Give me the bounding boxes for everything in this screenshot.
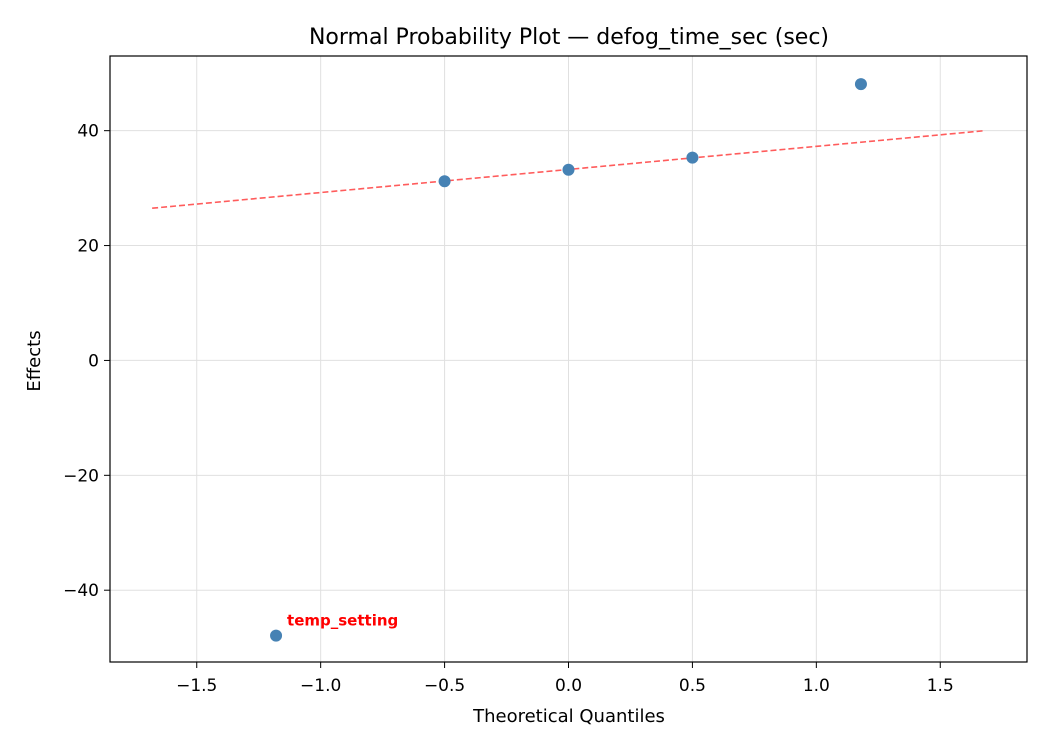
x-tick-label: 1.0 bbox=[803, 676, 830, 696]
annotations: temp_setting bbox=[287, 612, 398, 630]
x-tick-label: −0.5 bbox=[424, 676, 465, 696]
y-axis-label: Effects bbox=[24, 330, 45, 391]
data-point bbox=[854, 78, 867, 91]
x-axis-label: Theoretical Quantiles bbox=[472, 706, 665, 727]
x-tick-label: −1.5 bbox=[176, 676, 217, 696]
grid-lines bbox=[110, 56, 1027, 662]
x-axis-ticks: −1.5 −1.0 −0.5 0.0 0.5 1.0 1.5 bbox=[176, 662, 954, 696]
data-point bbox=[686, 151, 699, 164]
point-annotation: temp_setting bbox=[287, 612, 398, 630]
y-tick-label: 20 bbox=[77, 237, 99, 257]
y-tick-label: −20 bbox=[63, 466, 99, 486]
data-points bbox=[270, 78, 867, 642]
x-tick-label: −1.0 bbox=[300, 676, 341, 696]
y-tick-label: 40 bbox=[77, 122, 99, 142]
y-tick-label: 0 bbox=[88, 351, 99, 371]
x-tick-label: 1.5 bbox=[927, 676, 954, 696]
x-tick-label: 0.5 bbox=[679, 676, 706, 696]
y-tick-label: −40 bbox=[63, 581, 99, 601]
data-point bbox=[438, 175, 451, 188]
chart-title: Normal Probability Plot — defog_time_sec… bbox=[309, 25, 829, 50]
data-point bbox=[270, 629, 283, 642]
data-point bbox=[562, 163, 575, 176]
x-tick-label: 0.0 bbox=[555, 676, 582, 696]
y-axis-ticks: −40 −20 0 20 40 bbox=[63, 122, 110, 601]
